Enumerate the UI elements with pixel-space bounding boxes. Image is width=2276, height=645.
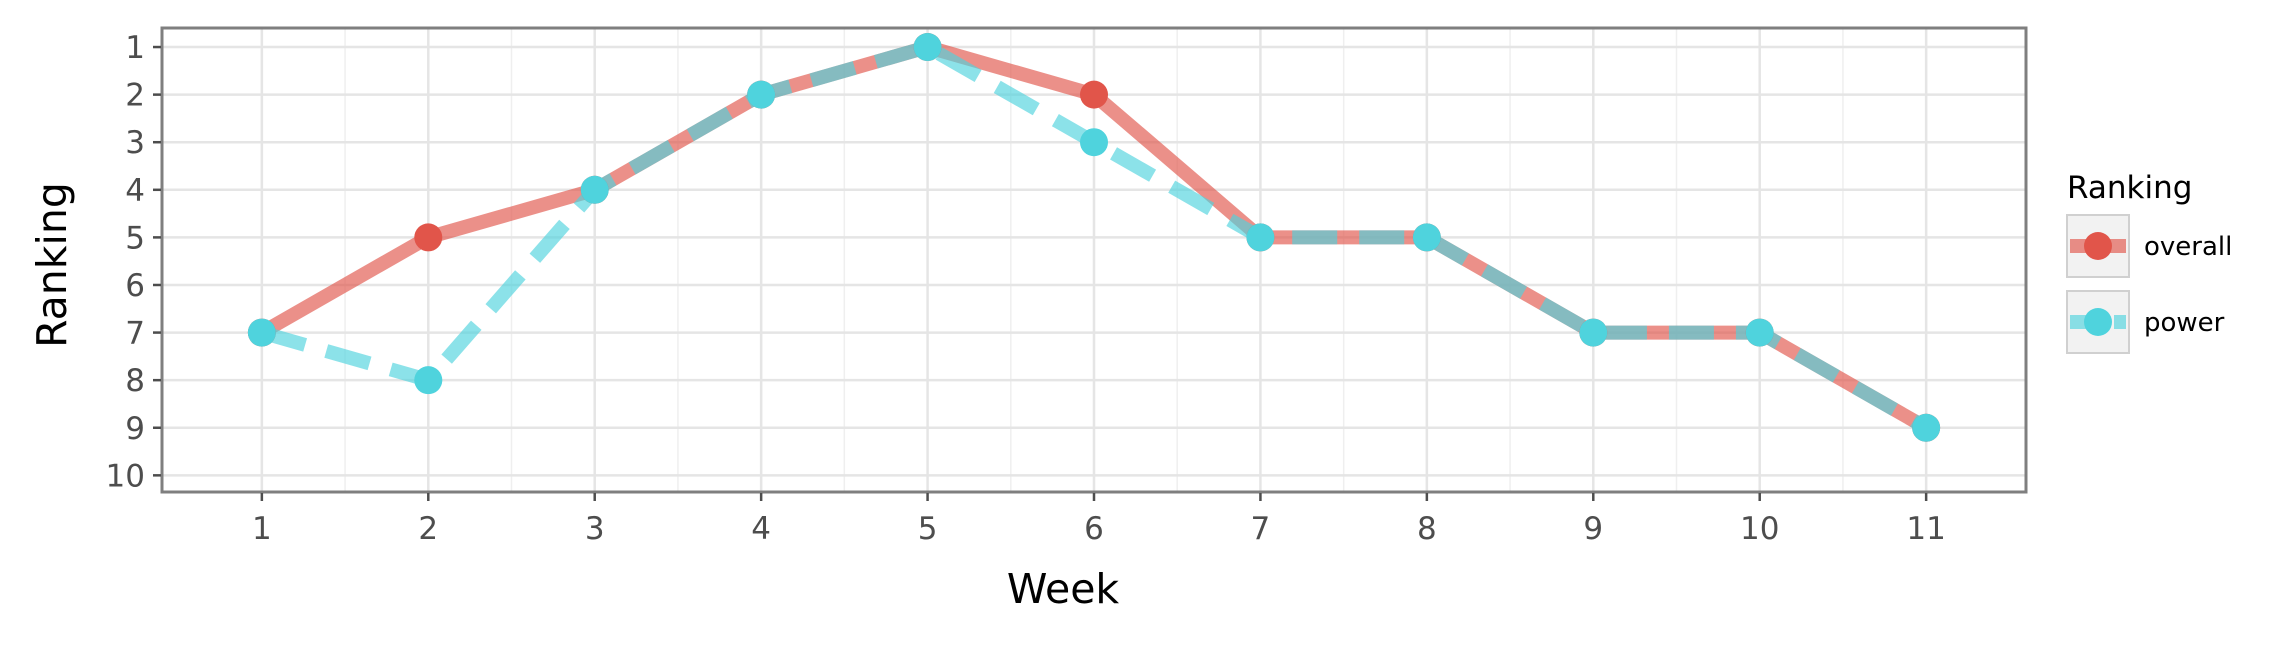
y-tick-label: 3	[125, 125, 145, 161]
legend-title: Ranking	[2067, 170, 2192, 206]
x-tick-label: 5	[918, 511, 938, 547]
x-tick-label: 10	[1740, 511, 1779, 547]
data-point-power	[1246, 223, 1275, 252]
x-tick-label: 2	[418, 511, 438, 547]
x-axis-title: Week	[1007, 565, 1120, 613]
x-tick-label: 11	[1906, 511, 1945, 547]
y-tick-label: 5	[125, 220, 145, 256]
data-point-power	[1745, 318, 1774, 347]
y-tick-label: 1	[125, 30, 145, 66]
x-tick-label: 3	[585, 511, 605, 547]
x-tick-label: 9	[1583, 511, 1603, 547]
data-point-power	[414, 366, 443, 395]
series-layer	[247, 33, 1941, 442]
legend-label: power	[2144, 308, 2225, 338]
legend-item-overall: overall	[2066, 214, 2232, 278]
x-tick-label: 1	[252, 511, 272, 547]
legend-key-point	[2084, 232, 2112, 260]
legend-item-power: power	[2066, 290, 2225, 354]
legend-label: overall	[2144, 232, 2232, 262]
y-axis-title: Ranking	[28, 182, 76, 348]
data-point-power	[1080, 128, 1108, 157]
data-point-power	[1912, 413, 1941, 442]
y-tick-label: 4	[125, 173, 145, 209]
x-tick-label: 6	[1084, 511, 1104, 547]
y-axis: 1 2 3 4 5 6 7 8 9 10	[106, 30, 161, 494]
data-point-power	[1579, 318, 1608, 347]
data-point-power	[1412, 223, 1441, 252]
y-tick-label: 10	[106, 458, 145, 494]
data-point-power	[913, 33, 942, 62]
y-tick-label: 2	[125, 78, 145, 114]
x-axis: 1 2 3 4 5 6 7 8 9 10 11	[252, 493, 1946, 547]
data-point-power	[247, 318, 276, 347]
x-tick-label: 7	[1251, 511, 1271, 547]
x-tick-label: 8	[1417, 511, 1437, 547]
data-point-power	[747, 80, 776, 109]
y-tick-label: 7	[125, 316, 145, 352]
grid-minor	[344, 28, 1844, 492]
y-tick-label: 8	[125, 363, 145, 399]
panel-border	[160, 26, 2028, 494]
data-point-overall	[414, 223, 443, 252]
legend: Ranking overall power	[2066, 170, 2232, 354]
y-tick-label: 9	[125, 411, 145, 447]
legend-key-point	[2084, 308, 2112, 336]
data-point-overall	[1080, 80, 1108, 109]
data-point-power	[580, 175, 609, 204]
x-tick-label: 4	[751, 511, 771, 547]
y-tick-label: 6	[125, 268, 145, 304]
